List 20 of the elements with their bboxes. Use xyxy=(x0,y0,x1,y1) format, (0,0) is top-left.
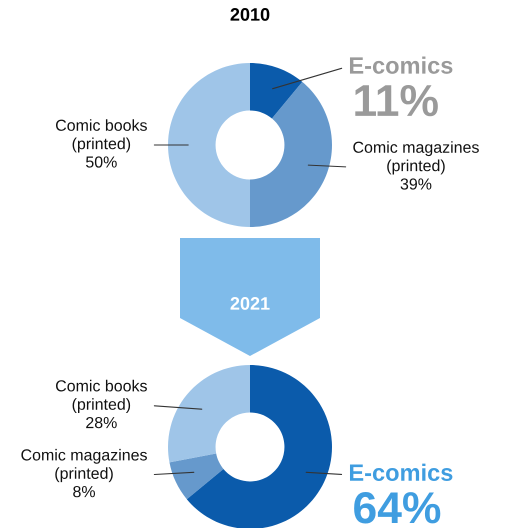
data-label: 64% xyxy=(354,492,440,524)
slice-label: Comic books (printed) xyxy=(56,380,147,414)
slice-label: E-comics xyxy=(350,464,452,481)
chart-title: 2021 xyxy=(230,297,270,310)
data-label: 50% xyxy=(86,156,117,168)
donut-slice xyxy=(186,365,332,528)
donut-slice xyxy=(250,63,302,118)
donut-slice xyxy=(168,365,250,462)
donut-slice xyxy=(169,453,224,500)
data-label: 8% xyxy=(73,486,96,498)
slice-label: Comic books (printed) xyxy=(56,119,147,152)
slice-label: E-comics xyxy=(350,56,452,74)
data-label: 28% xyxy=(86,416,117,428)
slice-label: Comic magazines (printed) xyxy=(353,141,479,174)
data-label: 39% xyxy=(400,178,432,190)
data-label: 11% xyxy=(355,84,438,116)
chart-title: 2010 xyxy=(230,8,270,21)
donut-slice xyxy=(168,63,250,227)
donut-slice xyxy=(250,82,332,227)
slice-label: Comic magazines (printed) xyxy=(21,448,147,482)
